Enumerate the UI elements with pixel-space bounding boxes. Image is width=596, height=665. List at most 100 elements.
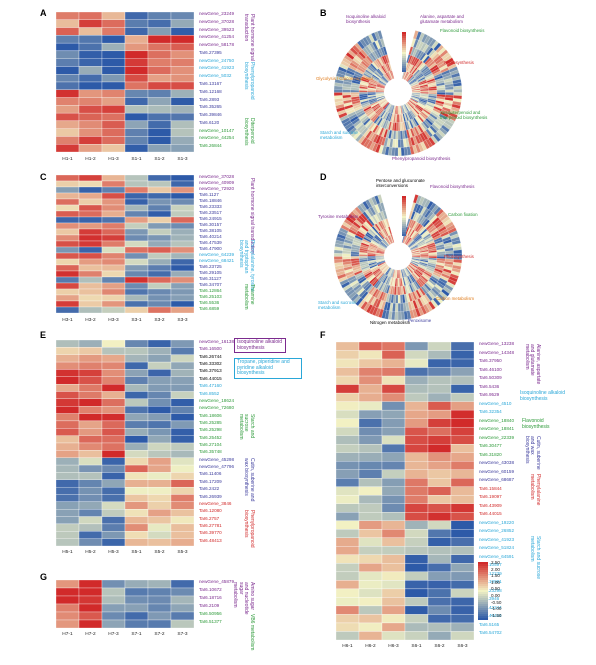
heatmap-cell xyxy=(78,354,103,363)
circular-b-label: Flavonoid biosynthesis xyxy=(440,28,485,33)
heatmap-cell xyxy=(170,611,195,621)
x-label: S7-2 xyxy=(154,632,165,637)
heatmap-cell xyxy=(147,204,172,212)
heatmap-cell xyxy=(404,563,429,573)
heatmap-cell xyxy=(78,294,103,302)
heatmap-cell xyxy=(404,503,429,513)
gene-label: TaI6.12080 xyxy=(199,508,222,514)
circular-legend-cell xyxy=(402,230,406,232)
heatmap-cell xyxy=(56,442,80,451)
heatmap-cell xyxy=(78,479,103,488)
heatmap-cell xyxy=(170,413,195,422)
heatmap-cell xyxy=(56,340,80,348)
heatmap-cell xyxy=(170,288,195,296)
x-label: H3-3 xyxy=(108,318,119,323)
heatmap-cell xyxy=(404,597,429,607)
heatmap-cell xyxy=(101,12,126,20)
heatmap-cell xyxy=(124,144,149,153)
legend-cell xyxy=(478,614,488,616)
panel-label-D: D xyxy=(320,172,327,182)
heatmap-cell xyxy=(124,479,149,488)
heatmap-cell xyxy=(78,58,103,67)
gene-label: TaI6.16500 xyxy=(199,346,222,352)
panel-label-G: G xyxy=(40,572,48,582)
heatmap-cell xyxy=(78,464,103,473)
heatmap-cell xyxy=(147,406,172,414)
heatmap-cell xyxy=(170,42,195,52)
heatmap-cell xyxy=(336,401,360,411)
heatmap-cell xyxy=(170,538,195,547)
heatmap-cell xyxy=(78,442,103,451)
heatmap-cell xyxy=(124,442,149,451)
heatmap-cell xyxy=(101,383,126,392)
heatmap-cell xyxy=(450,588,475,598)
circular-legend-cell xyxy=(402,206,406,208)
heatmap-cell xyxy=(147,112,172,122)
heatmap-cell xyxy=(450,342,475,351)
heatmap-cell xyxy=(381,605,406,615)
heatmap-cell xyxy=(170,406,195,414)
gene-label: newGene_64239 xyxy=(199,252,234,257)
heatmap-cell xyxy=(170,383,195,392)
heatmap-cell xyxy=(124,413,149,422)
category-f-4: Phenylalanine metabolism xyxy=(529,474,541,506)
heatmap-cell xyxy=(427,588,452,598)
heatmap-cell xyxy=(56,294,80,302)
heatmap-cell xyxy=(381,452,406,462)
heatmap-cell xyxy=(358,392,383,402)
heatmap-cell xyxy=(56,435,80,444)
gene-label: TaI6.27781 xyxy=(199,522,222,528)
heatmap-cell xyxy=(124,494,149,503)
circular-legend-cell xyxy=(402,52,406,54)
heatmap-cell xyxy=(147,144,172,153)
heatmap-cell xyxy=(124,89,149,98)
heatmap-cell xyxy=(170,198,195,206)
legend-cell xyxy=(478,602,488,604)
gene-label: newGene_24750 xyxy=(199,57,234,63)
circular-legend-cell xyxy=(402,36,406,38)
heatmap-cell xyxy=(427,495,452,504)
heatmap-cell xyxy=(124,175,149,182)
heatmap-cell xyxy=(124,354,149,363)
heatmap-cell xyxy=(56,523,80,532)
legend-cell xyxy=(478,580,488,582)
heatmap-cell xyxy=(336,546,360,556)
heatmap-cell xyxy=(101,306,126,314)
heatmap-cell xyxy=(427,461,452,470)
heatmap-cell xyxy=(78,66,103,75)
heatmap-cell xyxy=(78,300,103,308)
heatmap-cell xyxy=(101,144,126,153)
heatmap-cell xyxy=(147,276,172,284)
heatmap-cell xyxy=(124,300,149,308)
heatmap-cell xyxy=(336,367,360,377)
heatmap-cell xyxy=(147,246,172,254)
heatmap-cell xyxy=(101,27,126,36)
heatmap-cell xyxy=(147,35,172,44)
legend-cell xyxy=(478,600,488,602)
heatmap-cell xyxy=(147,198,172,206)
heatmap-cell xyxy=(381,367,406,377)
heatmap-cell xyxy=(381,546,406,556)
category-c-2: Thiamine metabolism xyxy=(243,284,255,310)
heatmap-cell xyxy=(56,66,80,75)
heatmap-cell xyxy=(358,384,383,394)
heatmap-cell xyxy=(101,398,126,407)
heatmap-cell xyxy=(101,486,126,495)
heatmap-cell xyxy=(404,409,429,419)
gene-label: newGene_43038 xyxy=(479,460,514,466)
x-label: H7-3 xyxy=(108,632,119,637)
heatmap-cell xyxy=(56,246,80,254)
heatmap-cell xyxy=(450,563,475,573)
x-label: S5-2 xyxy=(154,550,165,555)
heatmap-cell xyxy=(56,516,80,525)
gene-label: TaI6.5165 xyxy=(479,621,500,627)
heatmap-cell xyxy=(56,580,80,589)
heatmap-cell xyxy=(124,66,149,75)
heatmap-cell xyxy=(78,198,103,206)
x-label: H1-2 xyxy=(85,157,96,162)
legend-cell xyxy=(478,606,488,608)
heatmap-cell xyxy=(170,361,195,370)
heatmap-cell xyxy=(124,112,149,122)
heatmap-cell xyxy=(381,350,406,360)
heatmap-cell xyxy=(147,595,172,605)
